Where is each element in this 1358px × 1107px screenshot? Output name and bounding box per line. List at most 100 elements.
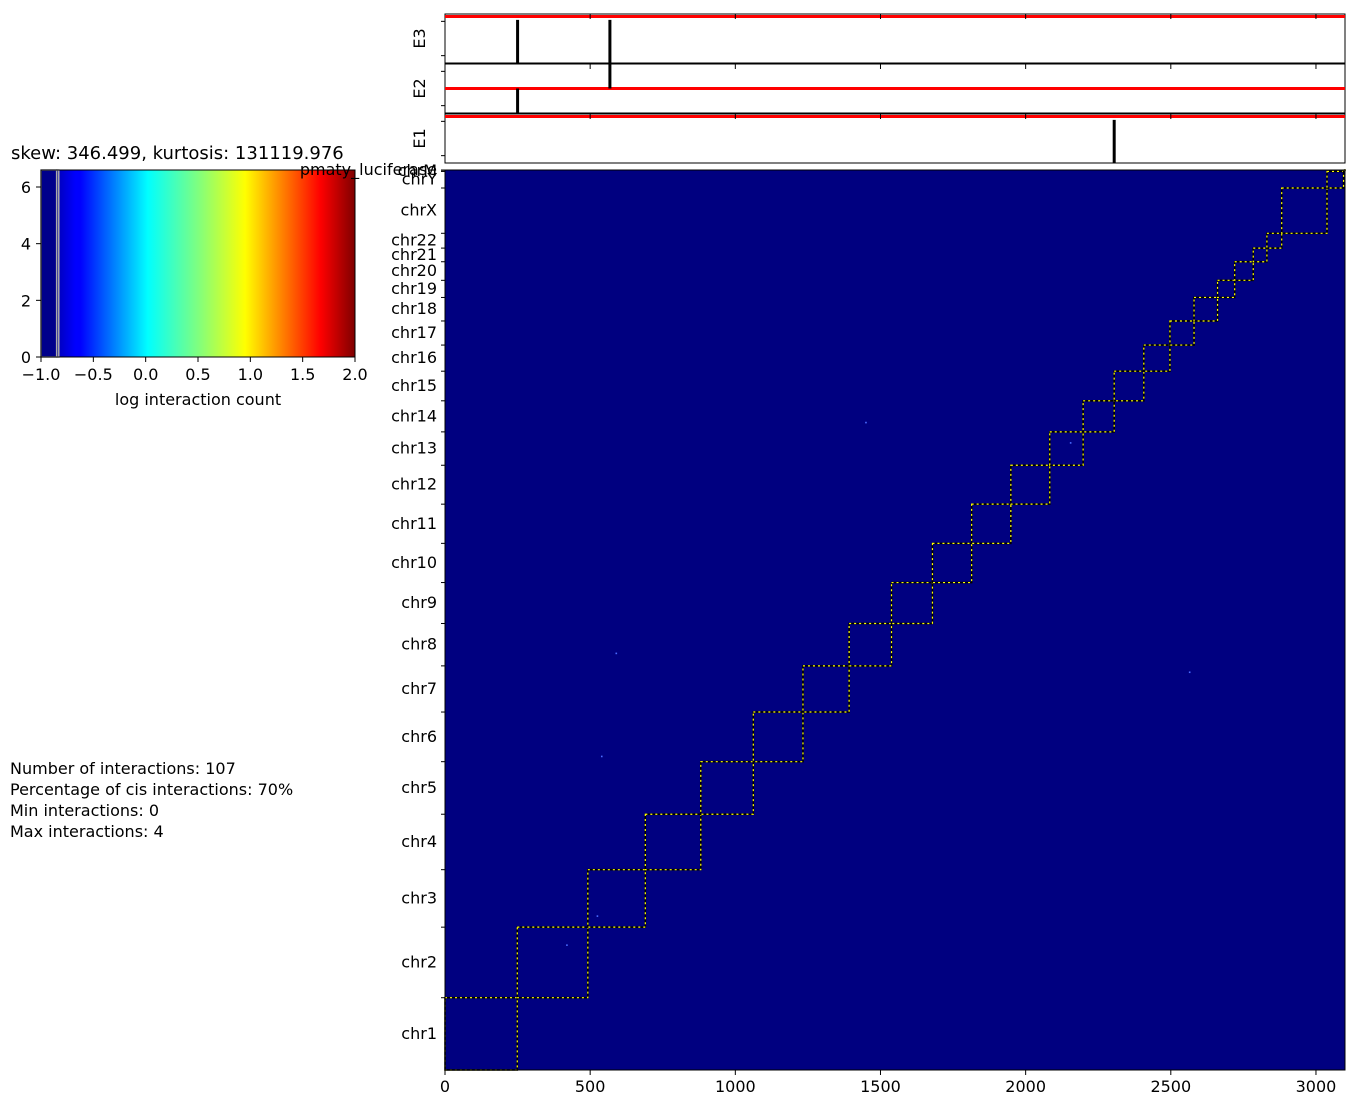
colorbar-ytick-label-0: 0 [21, 348, 31, 367]
chromosome-box-chr4 [644, 813, 702, 871]
chromosome-label-chr2: chr2 [401, 952, 437, 971]
colorbar-ytick-label-2: 2 [21, 291, 31, 310]
xtick-label-1000: 1000 [715, 1077, 756, 1096]
chromosome-box-dash-chr19 [1216, 279, 1236, 299]
interaction-points [566, 421, 1191, 946]
colorbar-xtick-label-5: 1.5 [290, 365, 315, 384]
chromosome-label-chr1: chr1 [401, 1024, 437, 1043]
chromosome-box-chr11 [970, 503, 1012, 545]
colorbar-xtick-label-6: 2.0 [342, 365, 367, 384]
chromosome-box-dash-chr12 [1010, 464, 1051, 505]
interaction-point-5 [596, 915, 599, 917]
interaction-stats: Number of interactions: 107 Percentage o… [10, 758, 293, 842]
colorbar-xtick-label-3: 0.5 [185, 365, 210, 384]
chromosome-label-chr10: chr10 [391, 553, 437, 572]
track-E3: E3 [410, 13, 1346, 64]
xtick-label-1500: 1500 [860, 1077, 901, 1096]
track-E1-frame [444, 113, 1346, 164]
chromosome-box-dash-chr3 [587, 869, 646, 928]
chromosome-label-chr9: chr9 [401, 593, 437, 612]
chromosome-label-chrY: chrY [402, 170, 438, 189]
colorbar-xtick-label-2: 0.0 [133, 365, 158, 384]
chromosome-box-chrX [1280, 187, 1328, 235]
colorbar-xlabel: log interaction count [115, 390, 281, 409]
interaction-point-0 [865, 421, 867, 424]
track-E1-label: E1 [410, 128, 429, 148]
interaction-point-1 [615, 652, 618, 655]
heatmap-frame [444, 169, 1346, 1071]
chromosome-label-pmaty_luciferase: pmaty_luciferase [300, 160, 437, 180]
chromosome-label-chr14: chr14 [391, 406, 437, 425]
chromosome-label-chr19: chr19 [391, 279, 437, 298]
stat-min: Min interactions: 0 [10, 801, 159, 820]
chromosome-box-dash-chr9 [890, 581, 934, 625]
chromosome-label-chr4: chr4 [401, 832, 437, 851]
chromosome-box-dash-chr7 [802, 665, 850, 713]
interaction-point-2 [600, 755, 603, 758]
chromosome-label-chr3: chr3 [401, 888, 437, 907]
chromosome-label-chr11: chr11 [391, 514, 437, 533]
chart-title: skew: 346.499, kurtosis: 131119.976 [11, 143, 344, 164]
colorbar-xtick-label-1: −0.5 [74, 365, 113, 384]
chromosome-box-dash-chr13 [1049, 431, 1084, 466]
chromosome-box-dash-chrY [1326, 170, 1345, 189]
xtick-label-500: 500 [575, 1077, 606, 1096]
chromosome-box-dash-chr22 [1266, 232, 1283, 249]
xtick-label-0: 0 [440, 1077, 450, 1096]
chromosome-label-chr13: chr13 [391, 439, 437, 458]
chromosome-box-dash-chr2 [516, 926, 589, 999]
colorbar-ytick-label-6: 6 [21, 178, 31, 197]
xtick-label-2000: 2000 [1005, 1077, 1046, 1096]
chromosome-box-dash-chr8 [848, 622, 893, 667]
chromosome-box-chr15 [1113, 370, 1145, 402]
chromosome-box-dash-chr18 [1193, 296, 1219, 322]
track-panels: E3 E2 E1 [410, 13, 1346, 164]
chromosome-box-dash-chr16 [1143, 344, 1171, 372]
chromosome-box-dash-chr5 [700, 761, 754, 815]
chromosome-label-chr7: chr7 [401, 679, 437, 698]
chromosome-box-dash-chr17 [1169, 320, 1195, 346]
x-axis-ticks: 0 500 1000 1500 2000 2500 3000 [440, 1070, 1336, 1096]
chromosome-label-chr16: chr16 [391, 348, 437, 367]
track-E1: E1 [410, 113, 1346, 164]
chromosome-box-chr6 [752, 711, 804, 763]
stat-max: Max interactions: 4 [10, 822, 164, 841]
track-E2: E2 [410, 63, 1346, 114]
chromosome-box-dash-chr14 [1082, 400, 1115, 433]
chromosome-label-chr15: chr15 [391, 376, 437, 395]
chromosome-labels: chr1 chr2 chr3 chr4 chr5 chr6 chr7 chr8 chr9 chr1… [300, 160, 445, 1043]
chromosome-label-chr12: chr12 [391, 475, 437, 494]
colorbar-xtick-label-0: −1.0 [22, 365, 61, 384]
interaction-point-6 [566, 944, 568, 946]
stat-interactions: Number of interactions: 107 [10, 759, 236, 778]
chromosome-label-chr17: chr17 [391, 323, 437, 342]
colorbar-xtick-label-4: 1.0 [238, 365, 263, 384]
colorbar-ticks: −1.0 −0.5 0.0 0.5 1.0 1.5 2.0 0 2 4 6 [21, 178, 368, 384]
chromosome-label-chr21: chr21 [391, 245, 437, 264]
chromosome-box-chr10 [931, 542, 973, 584]
interaction-point-4 [1069, 442, 1072, 444]
chromosome-label-chr18: chr18 [391, 299, 437, 318]
colorbar-ytick-label-4: 4 [21, 235, 31, 254]
chromosome-boxes [444, 169, 1346, 1071]
heatmap-background [445, 170, 1345, 1070]
chromosome-box-dash-chr20 [1234, 261, 1254, 281]
track-E3-label: E3 [410, 28, 429, 48]
chromosome-label-chr6: chr6 [401, 727, 437, 746]
chromosome-box-dash-chr21 [1252, 247, 1268, 263]
chromosome-label-chr22: chr22 [391, 231, 437, 250]
interaction-point-3 [1188, 671, 1191, 674]
stat-cis-percentage: Percentage of cis interactions: 70% [10, 780, 294, 799]
histogram-bars [40, 169, 60, 358]
chromosome-label-chr5: chr5 [401, 778, 437, 797]
xtick-label-2500: 2500 [1150, 1077, 1191, 1096]
track-E3-frame [444, 13, 1346, 64]
colorbar-gradient [41, 170, 355, 357]
xtick-label-3000: 3000 [1296, 1077, 1337, 1096]
colorbar-histogram: −1.0 −0.5 0.0 0.5 1.0 1.5 2.0 0 2 4 6 log interact… [21, 169, 368, 409]
chromosome-label-chrX: chrX [401, 201, 438, 220]
histogram-bar-1 [55, 169, 60, 358]
interaction-heatmap: chr1 chr2 chr3 chr4 chr5 chr6 chr7 chr8 chr9 chr1… [300, 160, 1346, 1096]
track-E2-label: E2 [410, 78, 429, 98]
